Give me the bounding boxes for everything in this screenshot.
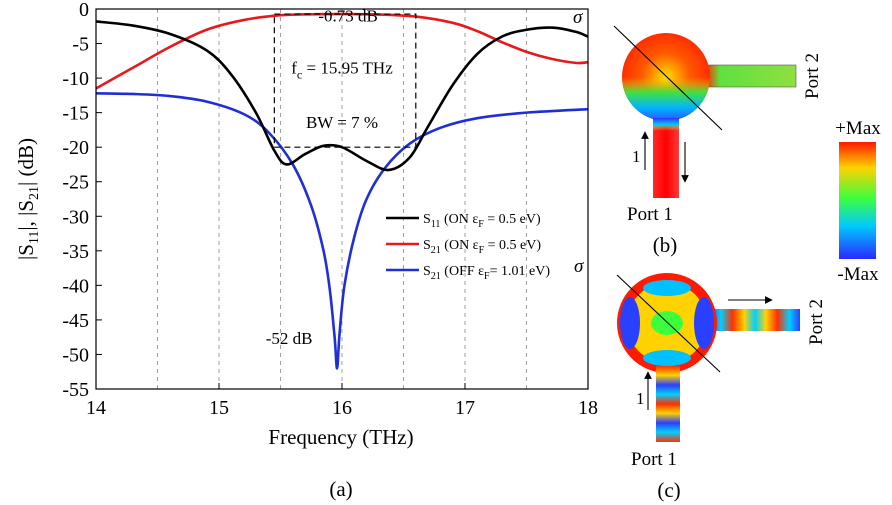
field-map-c: [616, 273, 800, 442]
y-tick-label: -15: [62, 103, 89, 125]
x-tick-label: 15: [209, 397, 229, 419]
resonator-disk-lower-b: [622, 77, 710, 121]
annotation: -52 dB: [266, 329, 313, 348]
sigma-label-b: σ: [573, 7, 583, 28]
port2-arm-b: [705, 64, 797, 88]
series-line-0: [96, 20, 588, 172]
lobe-left-c: [620, 297, 640, 349]
legend: S11 (ON εF = 0.5 eV) S21 (ON εF = 0.5 eV)…: [386, 212, 550, 282]
port-number-b: 1: [632, 147, 641, 166]
port1-stem-top-b: [653, 118, 679, 198]
lobe-center-c: [651, 311, 683, 335]
panel-label-c: (c): [657, 478, 680, 502]
x-tick-label: 16: [332, 397, 352, 419]
y-tick-label: -20: [62, 137, 89, 159]
x-axis-label: Frequency (THz): [268, 425, 413, 449]
y-tick-label: -10: [62, 68, 89, 90]
port2-label-b: Port 2: [802, 53, 823, 99]
bandwidth-rect: [273, 13, 417, 148]
legend-entry: S21 (OFF εF= 1.01 eV): [423, 264, 550, 282]
colorbar-min-label: -Max: [837, 264, 879, 285]
y-tick-label: -25: [62, 172, 89, 194]
port1-label-c: Port 1: [631, 449, 677, 470]
panel-label-a: (a): [329, 477, 352, 501]
port1-label-b: Port 1: [627, 204, 673, 225]
y-tick-label: -45: [62, 310, 89, 332]
x-tick-labels: 14 15 16 17 18: [86, 397, 598, 419]
annotations: -0.73 dB BW = 7 % -52 dB: [266, 6, 378, 348]
lobe-bottom-c: [643, 350, 691, 366]
symmetry-line-b: [613, 25, 723, 131]
series-line-2: [96, 91, 588, 370]
x-tick-label: 17: [455, 397, 475, 419]
field-map-b: [613, 25, 797, 198]
axis-ticks: [95, 8, 589, 390]
x-tick-label: 18: [578, 397, 598, 419]
sigma-label-c: σ: [574, 256, 584, 277]
y-tick-labels: 0 -5 -10 -15 -20 -25 -30 -35 -40 -45 -50 -55: [62, 0, 89, 401]
y-tick-label: -30: [62, 206, 89, 228]
y-tick-label: -55: [62, 379, 89, 401]
lobe-top-c: [643, 280, 691, 296]
port-number-c: 1: [636, 389, 645, 408]
colorbar-max-label: +Max: [835, 118, 881, 139]
y-tick-label: -5: [72, 34, 89, 56]
y-tick-label: -50: [62, 344, 89, 366]
legend-entry: S11 (ON εF = 0.5 eV): [423, 212, 541, 230]
annotation: BW = 7 %: [306, 113, 378, 132]
port2-label-c: Port 2: [806, 299, 827, 345]
port1-stem-c: [656, 366, 680, 442]
colorbar: [839, 142, 876, 259]
y-tick-label: -40: [62, 275, 89, 297]
y-axis-label: |S11|, |S21| (dB): [14, 138, 42, 260]
x-tick-label: 14: [86, 397, 106, 419]
annotation: -0.73 dB: [318, 6, 378, 25]
bandwidth-box: [273, 13, 417, 148]
lobe-right-c: [694, 297, 714, 349]
panel-label-b: (b): [653, 233, 678, 257]
y-tick-label: -35: [62, 241, 89, 263]
symmetry-line-c: [616, 274, 721, 373]
center-frequency-label: fc = 15.95 THz: [291, 58, 393, 81]
y-tick-label: 0: [79, 0, 89, 21]
legend-entry: S21 (ON εF = 0.5 eV): [423, 238, 541, 256]
port2-arm-c: [710, 309, 800, 331]
